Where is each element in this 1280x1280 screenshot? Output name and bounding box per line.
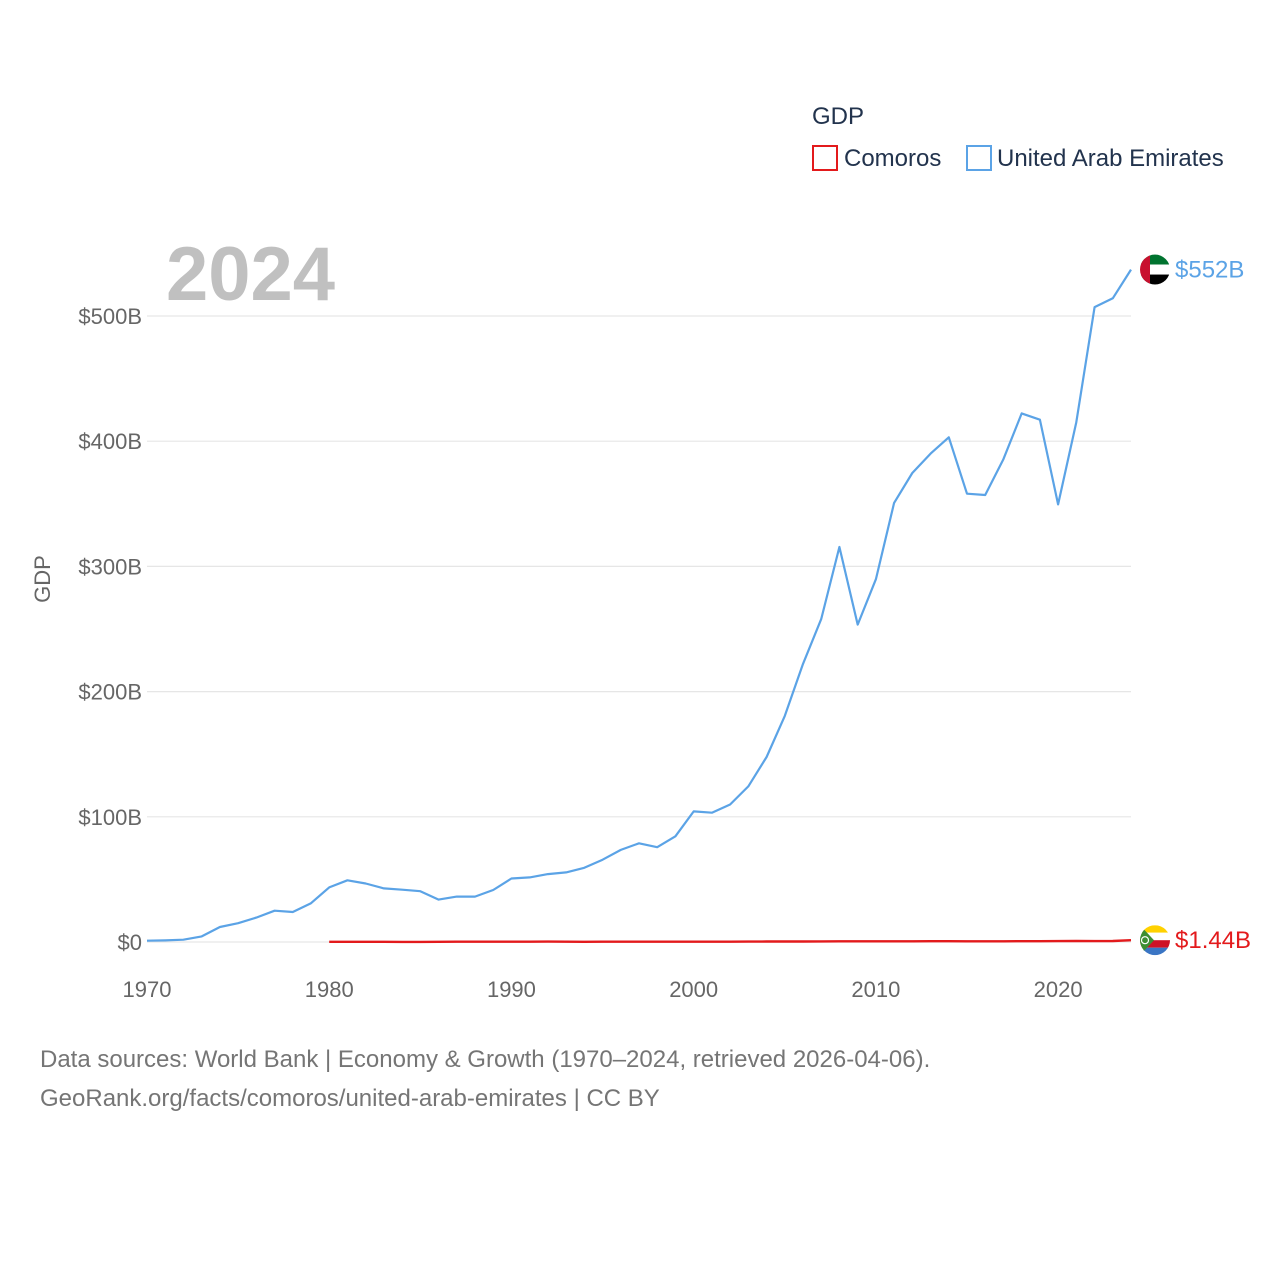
legend-label-uae: United Arab Emirates	[997, 145, 1224, 172]
grid-lines	[147, 315, 1131, 943]
legend-title: GDP	[812, 103, 864, 130]
y-tick-label: $0	[118, 930, 142, 955]
source-line-1: Data sources: World Bank | Economy & Gro…	[40, 1046, 931, 1073]
source-line-2: GeoRank.org/facts/comoros/united-arab-em…	[40, 1085, 660, 1112]
y-tick-label: $500B	[78, 304, 142, 329]
y-tick-label: $300B	[78, 554, 142, 579]
y-axis-title: GDP	[30, 555, 55, 603]
series-line-comoros[interactable]	[329, 939, 1132, 944]
legend-item-comoros[interactable]: Comoros	[812, 145, 941, 172]
comoros-flag-icon	[1140, 925, 1170, 956]
source-note: Data sources: World Bank | Economy & Gro…	[40, 1040, 1240, 1118]
legend: GDP Comoros United Arab Emirates	[812, 103, 1224, 172]
x-tick-label: 1980	[305, 977, 354, 1002]
uae-flag-icon	[1140, 254, 1170, 285]
legend-item-uae[interactable]: United Arab Emirates	[966, 145, 1224, 172]
legend-swatch-comoros	[812, 145, 838, 171]
y-tick-label: $400B	[78, 429, 142, 454]
end-value-label: $1.44B	[1175, 927, 1251, 954]
gdp-line-chart: $0 $100B $200B $300B $400B $500B 1970 1980 1990…	[30, 103, 1251, 1002]
series-lines	[146, 269, 1132, 944]
x-tick-label: 1970	[123, 977, 172, 1002]
end-value-label: $552B	[1175, 257, 1244, 284]
x-tick-label: 2010	[851, 977, 900, 1002]
x-tick-label: 2000	[669, 977, 718, 1002]
x-tick-label: 1990	[487, 977, 536, 1002]
legend-label-comoros: Comoros	[844, 145, 941, 172]
y-tick-label: $100B	[78, 805, 142, 830]
y-tick-label: $200B	[78, 680, 142, 705]
x-axis-ticks: 1970 1980 1990 2000 2010 2020	[123, 977, 1083, 1002]
x-tick-label: 2020	[1034, 977, 1083, 1002]
series-end-labels: $1.44B $552B	[1140, 254, 1251, 956]
legend-swatch-uae	[966, 145, 992, 171]
series-line-uae[interactable]	[146, 269, 1132, 942]
year-label: 2024	[166, 232, 335, 317]
y-axis-ticks: $0 $100B $200B $300B $400B $500B	[78, 304, 142, 955]
